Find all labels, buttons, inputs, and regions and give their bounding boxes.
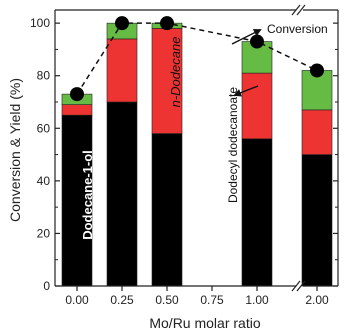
x-tick-label: 2.00 — [305, 293, 329, 307]
dodecyl-dodecanoate-arrow — [233, 85, 259, 97]
y-tick-label: 60 — [37, 121, 51, 135]
x-tick-label: 0.00 — [65, 293, 89, 307]
bar-dodecane-1-ol-0.50 — [151, 133, 183, 287]
bar-n-dodecane-0.50 — [151, 28, 183, 134]
conversion-point-1.00 — [250, 34, 264, 49]
bar-dodecane-1-ol-2.00 — [301, 154, 333, 287]
conversion-point-0.50 — [160, 16, 174, 31]
bar-n-dodecane-0.00 — [61, 104, 93, 116]
y-tick-label: 20 — [37, 226, 51, 240]
dodecane-1-ol-label: Dodecane-1-ol — [80, 150, 95, 240]
bar-dodecane-1-ol-1.00 — [241, 138, 273, 287]
axis-break-bottom-mark — [291, 280, 301, 292]
x-tick-label: 1.00 — [245, 293, 269, 307]
bar-n-dodecane-1.00 — [241, 72, 273, 140]
y-tick-label: 0 — [43, 279, 50, 293]
y-axis-title: Conversion & Yield (%) — [7, 78, 23, 222]
x-tick-label: 0.75 — [200, 293, 224, 307]
y-tick-label: 80 — [37, 69, 51, 83]
conversion-label: Conversion — [267, 22, 328, 36]
conversion-point-0.00 — [70, 87, 84, 102]
axis-break-bottom-mark — [296, 280, 306, 292]
conversion-point-2.00 — [310, 63, 324, 78]
axis-break-top-mark — [296, 4, 306, 16]
conversion-arrow — [231, 29, 262, 45]
x-tick-label: 0.25 — [110, 293, 134, 307]
dodecyl-dodecanoate-label: Dodecyl dodecanoate — [226, 87, 240, 203]
bars-group — [61, 22, 333, 287]
bar-dodecane-1-ol-0.00 — [61, 114, 93, 287]
y-tick-label: 40 — [37, 174, 51, 188]
y-tick-label: 100 — [30, 16, 50, 30]
bar-n-dodecane-0.25 — [106, 38, 138, 103]
conversion-point-0.25 — [115, 16, 129, 31]
bar-dodecane-1-ol-0.25 — [106, 101, 138, 287]
bar-n-dodecane-2.00 — [301, 109, 333, 155]
x-tick-label: 0.50 — [155, 293, 179, 307]
n-dodecane-label: n-Dodecane — [168, 37, 183, 108]
axis-break-top-mark — [291, 4, 301, 16]
axes-group: 0 20 40 60 80 100 0.00 0.25 0.50 0.75 1.00 2.00 — [30, 4, 339, 307]
conversion-series — [70, 16, 324, 102]
x-axis-title: Mo/Ru molar ratio — [149, 315, 260, 331]
